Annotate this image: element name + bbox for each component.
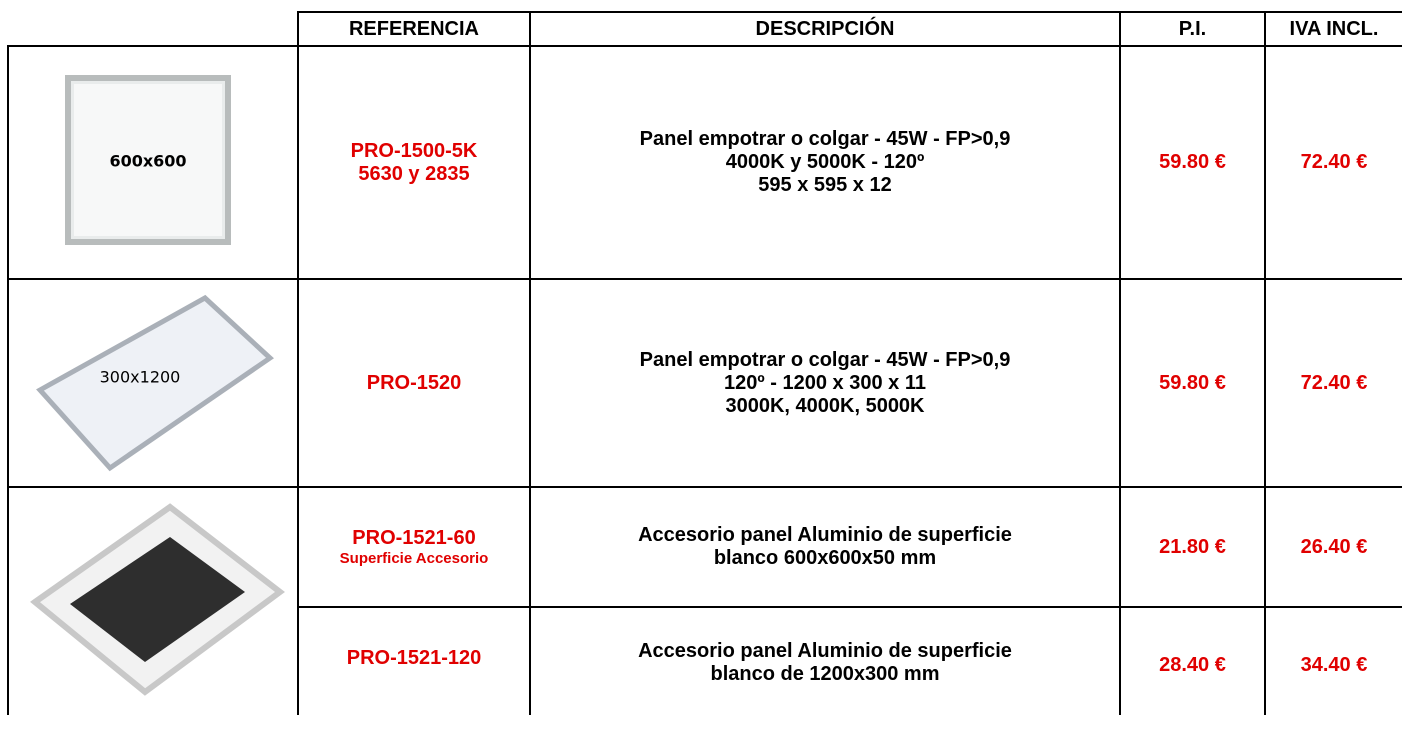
description-line: 4000K y 5000K - 120º [725,151,925,173]
product-image: 300x1200 [36,294,274,472]
reference: PRO-1500-5K 5630 y 2835 [299,47,529,278]
header-cell: REFERENCIA [348,17,479,40]
description-line: 120º - 1200 x 300 x 11 [724,371,926,394]
description-line: Accesorio panel Aluminio de superficie [638,524,1012,546]
description-line: blanco 600x600x50 mm [713,547,937,569]
subreference: Superficie Accesorio [339,549,489,567]
price: 59.80 € [1159,151,1226,173]
price-vat: 34.40 € [1300,654,1368,676]
description: Panel empotrar o colgar - 45W - FP>0,9 4… [531,47,1119,278]
description-line: Panel empotrar o colgar - 45W - FP>0,9 [639,128,1011,150]
reference: PRO-1520 [299,280,529,486]
price-vat: 26.40 € [1300,535,1368,558]
image-label: 300x1200 [100,368,181,387]
price-vat: 72.40 € [1300,371,1368,394]
header-cell: DESCRIPCIÓN [755,17,895,40]
description: Accesorio panel Aluminio de superficie b… [531,608,1119,718]
price: 21.80 € [1159,535,1226,558]
header-cell: IVA INCL. [1289,17,1379,40]
reference-line: PRO-1521-60 [352,526,476,549]
product-image: 600x600 [65,75,231,245]
reference: PRO-1521-120 [299,608,529,708]
price-vat: 72.40 € [1300,151,1368,173]
description-line: Panel empotrar o colgar - 45W - FP>0,9 [639,348,1011,371]
image-label: 600x600 [109,152,186,171]
price: 59.80 € [1159,371,1226,394]
header-cell: P.I. [1178,17,1207,40]
description-line: Accesorio panel Aluminio de superficie [638,640,1012,662]
description: Panel empotrar o colgar - 45W - FP>0,9 1… [531,280,1119,486]
price: 28.40 € [1159,654,1226,676]
product-image [30,503,285,696]
reference: PRO-1521-60 Superficie Accesorio [299,488,529,606]
description: Accesorio panel Aluminio de superficie b… [531,488,1119,606]
reference-line: 5630 y 2835 [358,162,470,185]
description-line: 595 x 595 x 12 [758,174,892,196]
reference-line: PRO-1521-120 [346,646,482,669]
reference-line: PRO-1520 [366,371,462,394]
description-line: 3000K, 4000K, 5000K [725,394,925,417]
description-line: blanco de 1200x300 mm [710,663,940,685]
reference-line: PRO-1500-5K [350,139,478,162]
